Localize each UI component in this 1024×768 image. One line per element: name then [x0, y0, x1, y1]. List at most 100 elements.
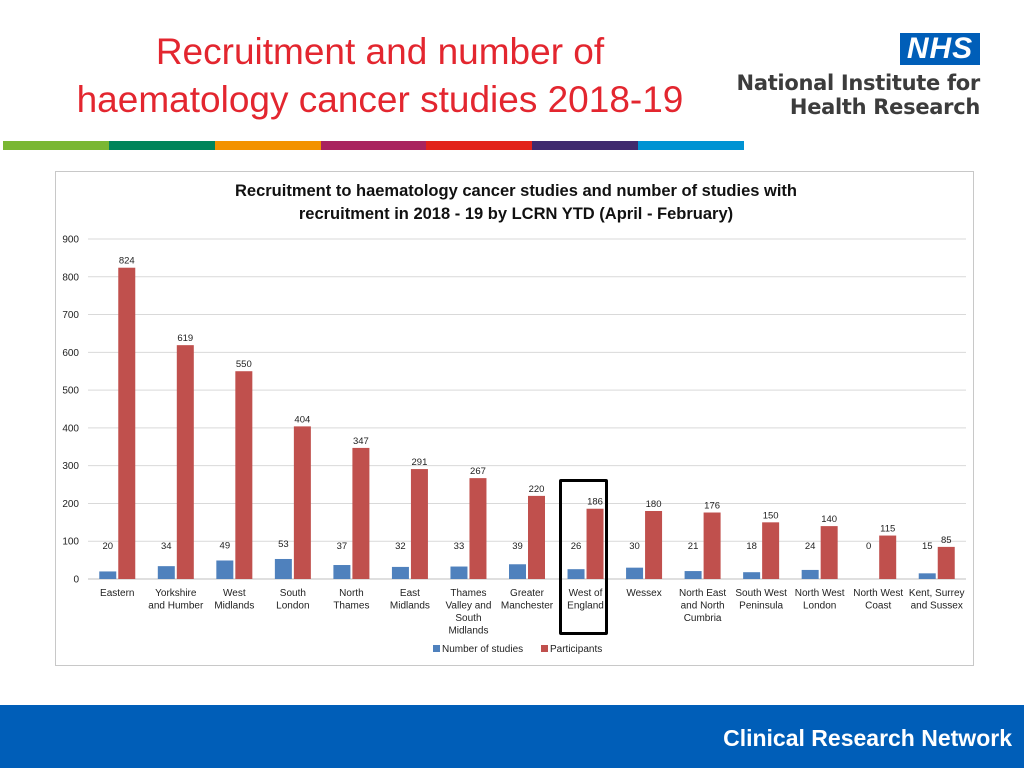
- x-tick-label: Eastern: [100, 588, 134, 599]
- bar-participants: [176, 345, 194, 579]
- bar-studies: [626, 567, 644, 579]
- bar-participants: [293, 426, 311, 579]
- x-tick-label: Kent, Surrey: [909, 588, 965, 599]
- color-band-segment: [532, 141, 639, 150]
- color-band-segment: [3, 141, 109, 150]
- x-tick-label: North East: [679, 588, 726, 599]
- bar-studies: [391, 566, 409, 579]
- data-label-participants: 267: [470, 466, 486, 477]
- bar-participants: [118, 267, 136, 579]
- y-tick-label: 900: [62, 235, 79, 246]
- x-tick-label: Yorkshire: [155, 588, 197, 599]
- data-label-studies: 18: [746, 541, 757, 552]
- x-tick-label: Thames: [333, 601, 369, 612]
- x-tick-label: Wessex: [626, 588, 661, 599]
- x-tick-label: East: [400, 588, 420, 599]
- chart-title-line2: recruitment in 2018 - 19 by LCRN YTD (Ap…: [298, 205, 734, 223]
- y-tick-label: 200: [62, 499, 79, 510]
- bar-studies: [274, 558, 292, 579]
- x-tick-label: and North: [681, 601, 725, 612]
- color-band-segment: [108, 141, 215, 150]
- x-tick-label: Coast: [865, 601, 891, 612]
- data-label-studies: 26: [571, 541, 582, 552]
- x-tick-label: North West: [853, 588, 903, 599]
- x-tick-label: Midlands: [214, 601, 254, 612]
- data-label-studies: 0: [866, 541, 871, 552]
- data-label-participants: 150: [763, 510, 779, 521]
- x-tick-label: Valley and: [445, 601, 491, 612]
- color-band-segment: [426, 141, 533, 150]
- highlight-box: [559, 479, 608, 635]
- color-band: [3, 141, 745, 150]
- data-label-studies: 37: [337, 541, 348, 552]
- y-tick-label: 500: [62, 386, 79, 397]
- data-label-studies: 21: [688, 541, 699, 552]
- y-tick-label: 800: [62, 272, 79, 283]
- bar-studies: [333, 565, 351, 579]
- data-label-participants: 550: [236, 359, 252, 370]
- nhs-logo: NHS: [900, 33, 980, 65]
- data-label-studies: 49: [220, 540, 231, 551]
- bar-studies: [743, 572, 761, 579]
- data-label-participants: 140: [821, 514, 837, 525]
- data-label-studies: 33: [454, 541, 465, 552]
- bar-participants: [235, 371, 253, 579]
- data-label-participants: 186: [587, 497, 603, 508]
- nihr-name-line1: National Institute for: [736, 71, 981, 95]
- data-label-participants: 347: [353, 436, 369, 447]
- slide-title-line1: Recruitment and number of: [155, 31, 605, 72]
- x-tick-label: and Humber: [148, 601, 204, 612]
- chart-container: Recruitment to haematology cancer studie…: [55, 171, 974, 666]
- x-tick-label: England: [567, 601, 604, 612]
- data-label-studies: 30: [629, 541, 640, 552]
- bar-studies: [801, 569, 819, 579]
- chart-title-line1: Recruitment to haematology cancer studie…: [234, 182, 797, 200]
- legend-label: Participants: [550, 644, 602, 655]
- data-label-participants: 619: [177, 333, 193, 344]
- bar-participants: [879, 535, 897, 579]
- bar-participants: [703, 512, 721, 579]
- x-tick-label: Greater: [510, 588, 545, 599]
- y-tick-label: 600: [62, 348, 79, 359]
- y-tick-label: 300: [62, 461, 79, 472]
- bar-participants: [762, 522, 780, 579]
- bar-studies: [567, 569, 585, 579]
- color-band-segment: [638, 141, 745, 150]
- x-tick-label: Peninsula: [739, 601, 783, 612]
- slide-title-line2: haematology cancer studies 2018-19: [76, 79, 684, 120]
- data-label-studies: 24: [805, 541, 816, 552]
- data-label-participants: 291: [412, 457, 428, 468]
- x-tick-label: Cumbria: [684, 613, 722, 624]
- x-tick-label: North West: [795, 588, 845, 599]
- x-tick-label: London: [803, 601, 836, 612]
- x-tick-label: South West: [735, 588, 787, 599]
- data-label-studies: 32: [395, 541, 406, 552]
- x-tick-label: Manchester: [501, 601, 554, 612]
- footer-label: Clinical Research Network: [723, 725, 1012, 751]
- data-label-participants: 85: [941, 535, 952, 546]
- bar-studies: [509, 564, 526, 579]
- x-tick-label: West of: [569, 588, 603, 599]
- chart-title: Recruitment to haematology cancer studie…: [156, 180, 876, 226]
- bar-chart: 010020030040050060070080090020824Eastern…: [62, 235, 966, 655]
- bar-participants: [586, 508, 604, 579]
- x-tick-label: Midlands: [390, 601, 430, 612]
- x-tick-label: North: [339, 588, 363, 599]
- bar-participants: [469, 478, 487, 579]
- x-tick-label: South: [280, 588, 306, 599]
- data-label-studies: 15: [922, 541, 933, 552]
- y-tick-label: 0: [73, 575, 79, 586]
- x-tick-label: South: [455, 613, 481, 624]
- bar-participants: [352, 447, 370, 579]
- data-label-studies: 34: [161, 541, 172, 552]
- data-label-studies: 53: [278, 539, 289, 550]
- color-band-segment: [214, 141, 321, 150]
- y-tick-label: 400: [62, 423, 79, 434]
- y-tick-label: 100: [62, 537, 79, 548]
- bar-studies: [157, 566, 175, 579]
- x-tick-label: West: [223, 588, 246, 599]
- footer-bar: Clinical Research Network: [0, 705, 1024, 768]
- data-label-participants: 176: [704, 501, 720, 512]
- bar-participants: [937, 546, 955, 579]
- x-tick-label: and Sussex: [911, 601, 963, 612]
